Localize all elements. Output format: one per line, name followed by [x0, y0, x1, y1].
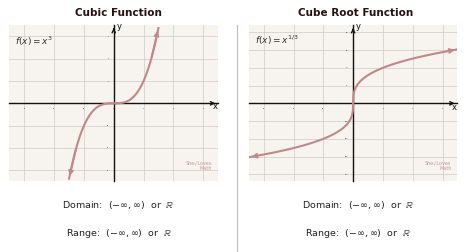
- Text: y: y: [356, 22, 361, 31]
- Text: Cubic Function: Cubic Function: [75, 8, 162, 18]
- Text: Cube Root Function: Cube Root Function: [298, 8, 413, 18]
- Text: y: y: [117, 22, 122, 30]
- Text: x: x: [452, 103, 457, 112]
- Text: Range:  $(-\infty,\infty)$  or  $\mathbb{R}$: Range: $(-\infty,\infty)$ or $\mathbb{R}…: [305, 227, 411, 240]
- Text: She√Loves
Math: She√Loves Math: [425, 160, 451, 171]
- Text: Domain:  $(-\infty,\infty)$  or  $\mathbb{R}$: Domain: $(-\infty,\infty)$ or $\mathbb{R…: [62, 199, 175, 211]
- Text: Range:  $(-\infty,\infty)$  or  $\mathbb{R}$: Range: $(-\infty,\infty)$ or $\mathbb{R}…: [65, 227, 172, 240]
- Text: $f(x) = x^3$: $f(x) = x^3$: [16, 34, 53, 48]
- Text: x: x: [212, 102, 218, 111]
- Text: $f(x) = x^{1/3}$: $f(x) = x^{1/3}$: [255, 34, 299, 47]
- Text: Domain:  $(-\infty,\infty)$  or  $\mathbb{R}$: Domain: $(-\infty,\infty)$ or $\mathbb{R…: [301, 199, 414, 211]
- Text: She√Loves
Math: She√Loves Math: [186, 161, 212, 171]
